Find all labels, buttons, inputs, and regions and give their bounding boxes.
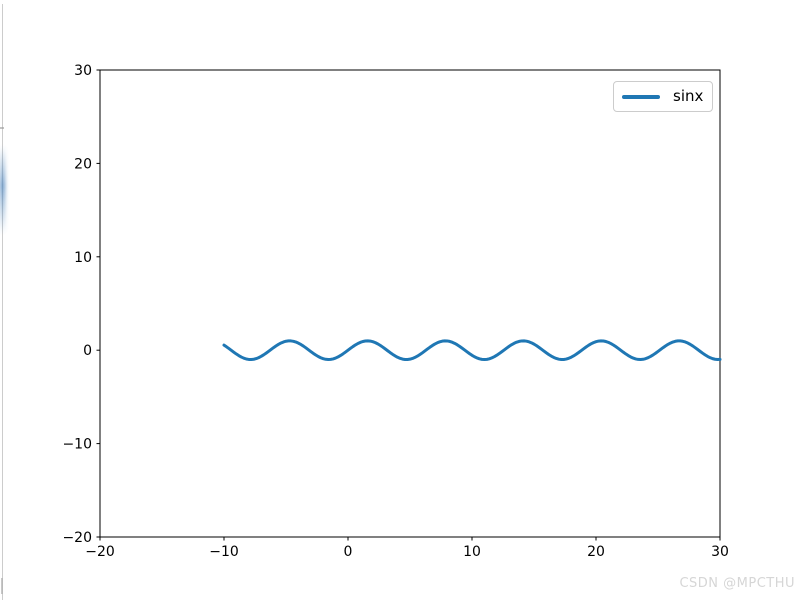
y-tick-label: −20: [62, 530, 92, 546]
x-tick-label: 0: [344, 544, 353, 560]
y-tick-label: 20: [74, 156, 92, 172]
x-tick-label: 30: [711, 544, 729, 560]
x-tick-label: 20: [587, 544, 605, 560]
x-tick-label: −20: [85, 544, 115, 560]
y-tick-label: 10: [74, 250, 92, 266]
axis-tick-labels: −20 −10 0 10 20 30 −20 −10 0 10 20 30: [62, 63, 728, 560]
legend-line-sample: [622, 94, 660, 99]
legend-label: sinx: [673, 87, 704, 105]
y-tick-label: 30: [74, 63, 92, 79]
sine-curve: [222, 339, 722, 362]
window-edge-artifact-line: [2, 4, 3, 600]
csdn-watermark: CSDN @MPCTHU: [679, 576, 795, 591]
x-tick-label: 10: [463, 544, 481, 560]
window-edge-artifact-bottom: [1, 578, 3, 594]
y-tick-label: −10: [62, 437, 92, 453]
legend: sinx: [613, 81, 713, 112]
x-tick-label: −10: [209, 544, 239, 560]
y-tick-label: 0: [83, 343, 92, 359]
axis-ticks: [96, 69, 721, 541]
axes-spines: [99, 69, 721, 538]
window-edge-artifact-notch: [0, 127, 4, 129]
window-edge-blue-smudge: [0, 146, 5, 234]
